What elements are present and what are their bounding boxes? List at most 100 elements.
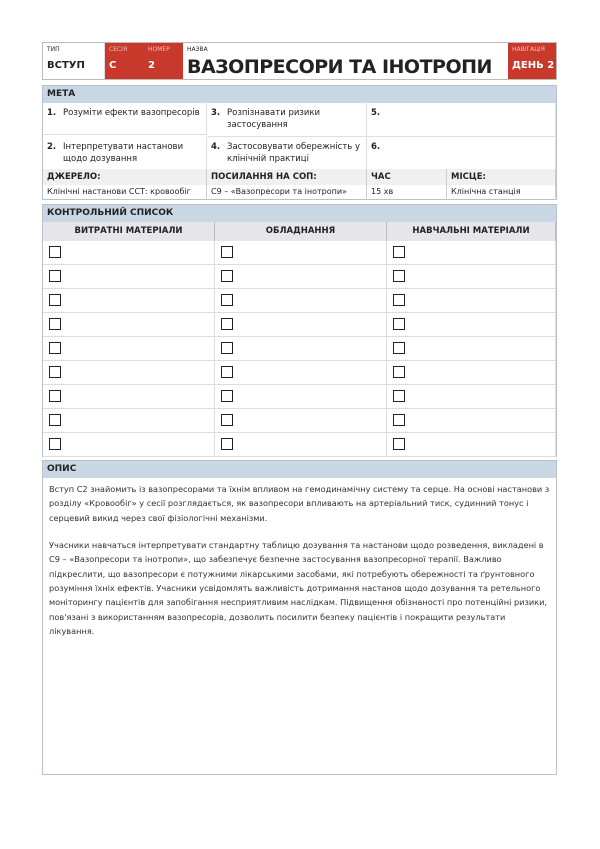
checkbox[interactable] (393, 390, 405, 402)
goal-1: 1. Розуміти ефекти вазопресорів (43, 103, 207, 135)
sop-label: ПОСИЛАННЯ НА СОП: (207, 169, 367, 186)
checkbox[interactable] (393, 270, 405, 282)
checkbox[interactable] (49, 366, 61, 378)
description-heading: ОПИС (43, 461, 556, 478)
checklist-cell (43, 409, 215, 433)
description-paragraph: Учасники навчаться інтерпретувати станда… (49, 540, 548, 637)
title-cell: Назва ВАЗОПРЕСОРИ ТА ІНОТРОПИ (183, 43, 508, 79)
time-value: 15 хв (367, 185, 447, 199)
checkbox[interactable] (49, 246, 61, 258)
checkbox[interactable] (393, 246, 405, 258)
checkbox[interactable] (393, 366, 405, 378)
checklist-cell (215, 385, 387, 409)
checklist-cell (43, 289, 215, 313)
goal-text: Розуміти ефекти вазопресорів (63, 108, 200, 118)
checkbox[interactable] (221, 270, 233, 282)
checklist-cell (43, 433, 215, 457)
checklist-cell (43, 337, 215, 361)
type-cell: Тип ВСТУП (43, 43, 105, 79)
checkbox[interactable] (49, 294, 61, 306)
nav-value[interactable]: ДЕНЬ 2 (512, 60, 555, 71)
description-body: Вступ С2 знайомить із вазопресорами та ї… (43, 478, 556, 655)
nav-label: Навігація (512, 46, 545, 53)
checkbox[interactable] (49, 318, 61, 330)
checkbox[interactable] (49, 438, 61, 450)
checklist-heading: КОНТРОЛЬНИЙ СПИСОК (43, 205, 556, 222)
checklist-cell (387, 337, 556, 361)
checkbox[interactable] (221, 438, 233, 450)
checkbox[interactable] (393, 294, 405, 306)
type-value: ВСТУП (47, 60, 85, 71)
checkbox[interactable] (221, 414, 233, 426)
session-header: Тип ВСТУП Сесія С Номер 2 Назва ВАЗОПРЕС… (42, 42, 557, 80)
checkbox[interactable] (393, 342, 405, 354)
checklist-cell (215, 433, 387, 457)
checklist-cell (215, 289, 387, 313)
checklist-cell (43, 361, 215, 385)
checkbox[interactable] (221, 318, 233, 330)
goal-number: 1. (47, 108, 57, 118)
number-cell: Номер 2 (144, 43, 183, 79)
checklist-cell (43, 265, 215, 289)
column-header-training: НАВЧАЛЬНІ МАТЕРІАЛИ (387, 222, 556, 241)
meta-heading: МЕТА (43, 86, 556, 103)
goal-2: 2. Інтерпретувати настанови щодо дозуванн… (43, 136, 207, 169)
source-label: ДЖЕРЕЛО: (43, 169, 207, 186)
checklist-cell (387, 313, 556, 337)
column-header-consumables: ВИТРАТНІ МАТЕРІАЛИ (43, 222, 215, 241)
checklist-cell (387, 361, 556, 385)
goal-number: 4. (211, 141, 221, 152)
goal-4: 4. Застосовувати обережність у клінічній … (207, 136, 367, 170)
checklist-cell (387, 289, 556, 313)
goal-text: Розпізнавати ризики застосування (227, 108, 321, 131)
checklist-cell (43, 313, 215, 337)
checkbox[interactable] (221, 390, 233, 402)
goal-number: 3. (211, 108, 221, 118)
checklist-cell (215, 313, 387, 337)
checklist-cell (43, 241, 215, 265)
checklist-cell (387, 265, 556, 289)
goal-6: 6. (367, 136, 556, 170)
checklist-cell (387, 433, 556, 457)
column-header-equipment: ОБЛАДНАННЯ (215, 222, 387, 241)
description-paragraph: Вступ С2 знайомить із вазопресорами та ї… (49, 484, 550, 523)
number-label: Номер (148, 46, 170, 53)
checklist-cell (215, 241, 387, 265)
checkbox[interactable] (49, 414, 61, 426)
goal-5: 5. (367, 103, 556, 137)
checklist-grid: ВИТРАТНІ МАТЕРІАЛИ ОБЛАДНАННЯ НАВЧАЛЬНІ … (43, 222, 556, 457)
checklist-cell (215, 361, 387, 385)
place-value: Клінічна станція (447, 185, 556, 199)
sop-value: С9 – «Вазопресори та інотропи» (207, 185, 367, 199)
description-section: ОПИС Вступ С2 знайомить із вазопресорами… (42, 460, 557, 775)
number-value: 2 (148, 60, 155, 71)
checkbox[interactable] (393, 414, 405, 426)
checklist-section: КОНТРОЛЬНИЙ СПИСОК ВИТРАТНІ МАТЕРІАЛИ ОБ… (42, 204, 557, 457)
checkbox[interactable] (393, 318, 405, 330)
checklist-cell (387, 385, 556, 409)
time-label: ЧАС (367, 169, 447, 186)
checkbox[interactable] (49, 342, 61, 354)
checklist-cell (387, 241, 556, 265)
goal-text: Застосовувати обережність у клінічній пр… (227, 141, 361, 164)
checkbox[interactable] (221, 246, 233, 258)
checkbox[interactable] (49, 270, 61, 282)
goal-3: 3. Розпізнавати ризики застосування (207, 103, 367, 137)
checklist-cell (387, 409, 556, 433)
checkbox[interactable] (221, 342, 233, 354)
nav-cell[interactable]: Навігація ДЕНЬ 2 (508, 43, 556, 79)
session-cell: Сесія С (105, 43, 144, 79)
title-label: Назва (187, 46, 208, 53)
source-value: Клінічні настанови ССТ: кровообіг (43, 185, 207, 199)
goal-number: 2. (47, 141, 57, 152)
checkbox[interactable] (393, 438, 405, 450)
checklist-cell (215, 265, 387, 289)
meta-section: МЕТА 1. Розуміти ефекти вазопресорів 3. Ро… (42, 85, 557, 200)
checkbox[interactable] (49, 390, 61, 402)
checkbox[interactable] (221, 366, 233, 378)
type-label: Тип (47, 46, 60, 53)
checkbox[interactable] (221, 294, 233, 306)
checklist-cell (43, 385, 215, 409)
checklist-cell (215, 337, 387, 361)
goal-number: 5. (371, 108, 381, 118)
